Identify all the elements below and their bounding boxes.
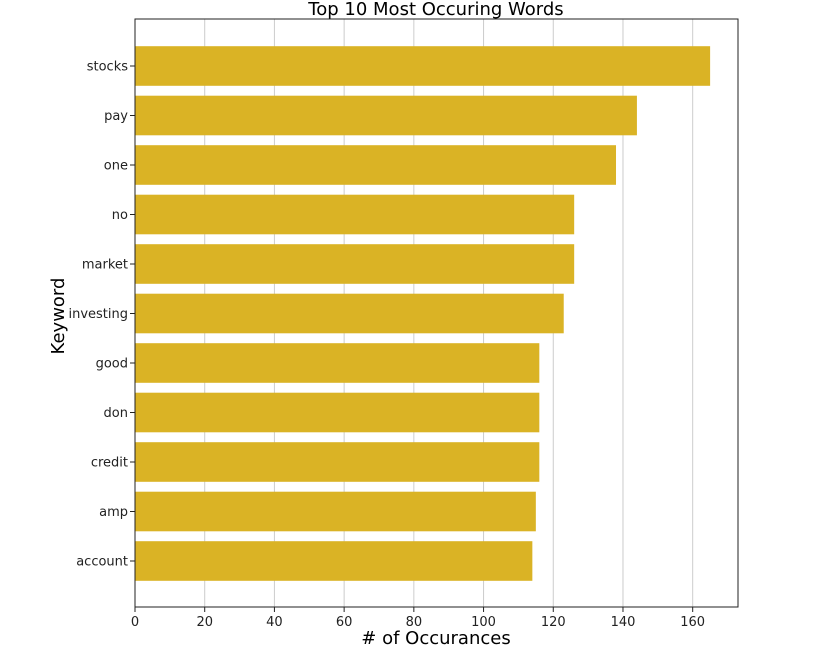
x-tick-label: 20 (196, 615, 213, 630)
chart-title: Top 10 Most Occuring Words (307, 0, 563, 20)
x-tick-label: 140 (611, 615, 636, 630)
x-tick-label: 160 (680, 615, 705, 630)
y-tick-label: amp (99, 505, 128, 520)
bar-one (135, 145, 617, 185)
y-tick-label: credit (91, 456, 128, 471)
bar-stocks (135, 46, 711, 86)
y-tick-label: stocks (87, 60, 128, 75)
bar-pay (135, 95, 637, 136)
bar-investing (135, 293, 564, 334)
y-axis-ticks: stocks pay one no market investing good don cred… (68, 60, 135, 570)
y-axis-label: Keyword (48, 278, 69, 355)
x-tick-label: 120 (541, 615, 566, 630)
x-axis-ticks: 0 20 40 60 80 100 120 140 160 (131, 607, 705, 630)
bar-credit (135, 442, 540, 482)
x-axis-label: # of Occurances (361, 628, 510, 649)
x-tick-label: 0 (131, 615, 139, 630)
bar-market (135, 244, 575, 284)
bar-good (135, 343, 540, 383)
bar-no (135, 194, 575, 235)
x-tick-label: 60 (336, 615, 353, 630)
y-tick-label: don (104, 406, 128, 421)
x-tick-label: 80 (406, 615, 423, 630)
y-tick-label: investing (68, 307, 128, 322)
y-tick-label: good (96, 357, 128, 372)
bar-don (135, 392, 540, 433)
y-tick-label: market (82, 258, 128, 273)
bars (135, 46, 711, 581)
x-tick-label: 100 (471, 615, 496, 630)
y-tick-label: account (76, 555, 128, 570)
y-tick-label: no (112, 208, 128, 223)
y-tick-label: pay (104, 109, 128, 124)
bar-amp (135, 491, 536, 532)
y-tick-label: one (104, 159, 128, 174)
bar-account (135, 541, 533, 581)
x-tick-label: 40 (266, 615, 283, 630)
